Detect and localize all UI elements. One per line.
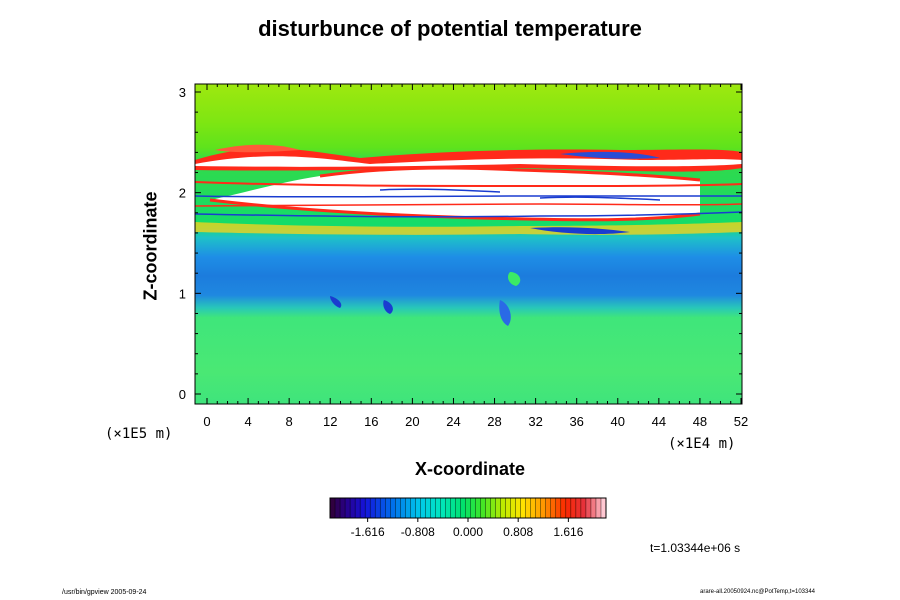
colorbar-cell <box>415 497 421 519</box>
colorbar-cell <box>385 497 391 519</box>
colorbar-cell <box>595 497 602 519</box>
x-tick-label: 44 <box>652 414 666 429</box>
colorbar-cell <box>329 497 336 519</box>
colorbar-cell <box>575 497 582 519</box>
colorbar-cell <box>405 497 411 519</box>
x-tick-label: 28 <box>487 414 501 429</box>
colorbar-cell <box>455 497 461 519</box>
colorbar-cell <box>580 497 587 519</box>
colorbar-cell <box>420 497 426 519</box>
colorbar-cell <box>570 497 577 519</box>
x-tick-label: 12 <box>323 414 337 429</box>
colorbar-tick-label: 1.616 <box>553 525 583 539</box>
colorbar-cell <box>565 497 572 519</box>
colorbar-tick-label: -0.808 <box>401 525 435 539</box>
colorbar: -1.616 -0.808 0.000 0.808 1.616 <box>329 497 607 539</box>
colorbar-cell <box>460 497 466 519</box>
x-axis: 0 4 8 12 16 20 24 28 32 36 40 44 48 52 <box>203 84 748 429</box>
colorbar-tick-label: 0.808 <box>503 525 533 539</box>
x-tick-label: 20 <box>405 414 419 429</box>
y-tick-label: 2 <box>179 186 186 201</box>
colorbar-cell <box>450 497 456 519</box>
x-tick-label: 36 <box>569 414 583 429</box>
colorbar-cell <box>395 497 401 519</box>
colorbar-cell <box>545 497 552 519</box>
y-tick-label: 1 <box>179 286 186 301</box>
colorbar-cell <box>550 497 557 519</box>
x-tick-label: 0 <box>203 414 210 429</box>
colorbar-cell <box>339 497 346 519</box>
colorbar-cell <box>520 497 527 519</box>
colorbar-cell <box>410 497 416 519</box>
colorbar-cell <box>349 497 356 519</box>
footer-left: /usr/bin/gpview 2005-09-24 <box>62 589 147 596</box>
colorbar-cell <box>374 497 381 519</box>
colorbar-cell <box>425 497 431 519</box>
x-tick-label: 52 <box>734 414 748 429</box>
colorbar-cell <box>500 497 507 519</box>
colorbar-cell <box>590 497 597 519</box>
colorbar-cell <box>445 497 451 519</box>
y-axis-label: Z-coordinate <box>140 191 161 301</box>
chart-title: disturbunce of potential temperature <box>258 16 642 41</box>
colorbar-cell <box>540 497 547 519</box>
x-tick-label: 24 <box>446 414 460 429</box>
colorbar-cell <box>379 497 386 519</box>
y-axis-unit: (×1E5 m) <box>105 426 173 442</box>
x-tick-label: 4 <box>244 414 251 429</box>
x-tick-label: 32 <box>528 414 542 429</box>
colorbar-cell <box>555 497 562 519</box>
colorbar-cell <box>470 497 477 519</box>
colorbar-cell <box>465 497 472 519</box>
colorbar-cell <box>515 497 522 519</box>
colorbar-cell <box>525 497 532 519</box>
x-tick-label: 16 <box>364 414 378 429</box>
x-axis-unit: (×1E4 m) <box>668 436 736 452</box>
colorbar-cell <box>435 497 441 519</box>
colorbar-cell <box>495 497 502 519</box>
colorbar-cell <box>354 497 361 519</box>
colorbar-cell <box>530 497 537 519</box>
colorbar-cell <box>430 497 436 519</box>
colorbar-cell <box>585 497 592 519</box>
colorbar-cell <box>364 497 371 519</box>
colorbar-cell <box>510 497 517 519</box>
x-tick-label: 48 <box>693 414 707 429</box>
colorbar-cell <box>485 497 492 519</box>
colorbar-cell <box>400 497 406 519</box>
y-tick-label: 0 <box>179 387 186 402</box>
colorbar-cell <box>359 497 366 519</box>
footer-right: arare-all.20050924.nc@PotTemp,t=103344 <box>700 589 816 595</box>
colorbar-cell <box>490 497 497 519</box>
colorbar-cell <box>390 497 396 519</box>
x-tick-label: 8 <box>286 414 293 429</box>
y-tick-label: 3 <box>179 85 186 100</box>
colorbar-cell <box>480 497 487 519</box>
colorbar-cell <box>535 497 542 519</box>
colorbar-cell <box>369 497 376 519</box>
colorbar-tick-label: -1.616 <box>351 525 385 539</box>
time-annotation: t=1.03344e+06 s <box>650 541 741 555</box>
colorbar-cell <box>475 497 482 519</box>
colorbar-cell <box>505 497 512 519</box>
colorbar-cell <box>344 497 351 519</box>
y-axis: 0 1 2 3 <box>179 85 742 402</box>
x-axis-label: X-coordinate <box>414 459 525 479</box>
colorbar-tick-label: 0.000 <box>453 525 483 539</box>
colorbar-cell <box>560 497 567 519</box>
plot-frame <box>194 83 743 405</box>
x-tick-label: 40 <box>611 414 625 429</box>
colorbar-cell <box>440 497 446 519</box>
heatmap-field <box>195 84 742 404</box>
colorbar-cell <box>334 497 341 519</box>
